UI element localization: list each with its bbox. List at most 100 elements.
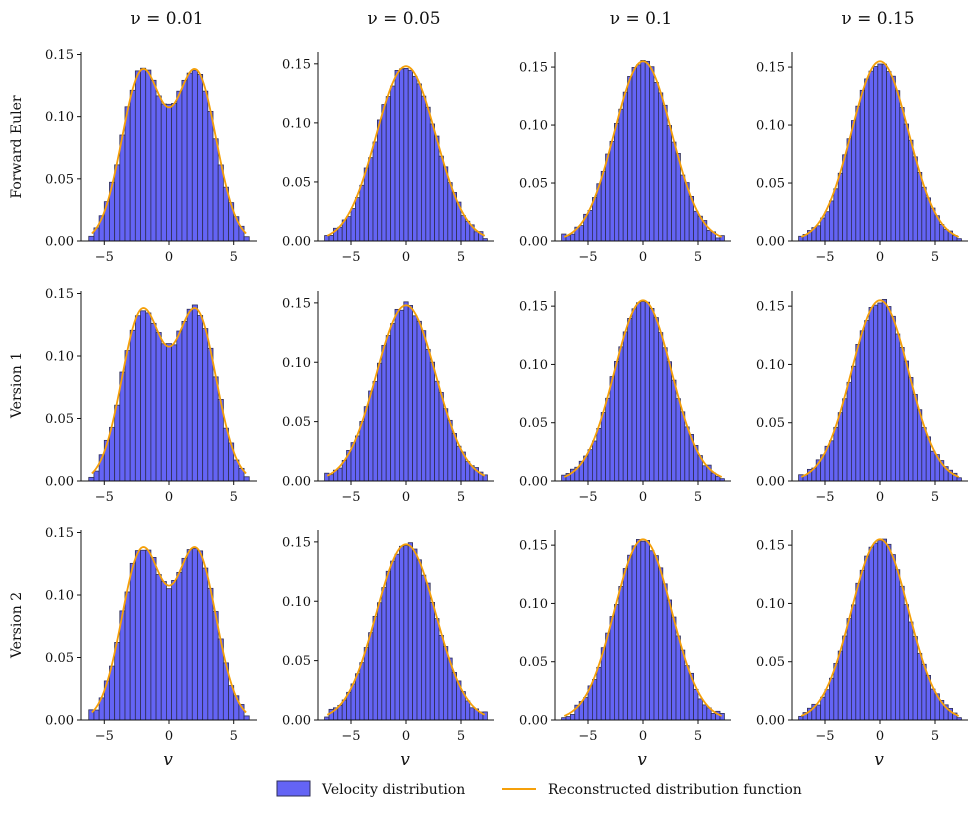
y-tick-label-r2-c1-3: 0.15 xyxy=(282,535,311,550)
hist-bar-r1-c1-29 xyxy=(451,433,458,482)
y-tick-label-r2-c3-1: 0.05 xyxy=(756,655,785,670)
hist-bar-r0-c3-28 xyxy=(921,186,927,242)
hist-bar-r0-c2-30 xyxy=(693,210,699,242)
y-tick-label-r1-c1-3: 0.15 xyxy=(282,296,311,311)
y-tick-label-r2-c2-0: 0.00 xyxy=(519,714,548,729)
hist-bar-r1-c3-30 xyxy=(930,450,936,482)
hist-bar-r2-c1-18 xyxy=(403,545,409,721)
x-tick-label-r1-c3-1: 0 xyxy=(876,490,884,505)
hist-bar-r0-c0-17 xyxy=(176,90,183,242)
y-tick-label-r2-c3-0: 0.00 xyxy=(756,714,785,729)
hist-bar-r0-c1-8 xyxy=(359,184,365,242)
panel-r0-c0: 0.00 0.05 0.10 0.15 −5 0 5 xyxy=(45,48,257,265)
hist-bar-r2-c1-16 xyxy=(394,553,400,721)
hist-bar-r0-c2-18 xyxy=(640,60,646,242)
y-tick-label-r0-c2-2: 0.10 xyxy=(519,119,548,134)
x-tick-label-r2-c2-1: 0 xyxy=(639,729,647,744)
hist-bar-r1-c1-16 xyxy=(394,308,400,482)
row-label-0: Forward Euler xyxy=(9,95,25,199)
hist-bar-r2-c0-16 xyxy=(171,580,178,721)
hist-bar-r2-c0-9 xyxy=(134,550,141,721)
hist-bar-r1-c2-10 xyxy=(605,397,611,482)
panels-group: 0.00 0.05 0.10 0.15 −5 0 5 0.00 0.05 0.10 0.15 −5 0 5… xyxy=(45,48,968,744)
hist-bar-r2-c2-1 xyxy=(565,716,571,721)
recon-line-r2-c2 xyxy=(563,538,723,717)
hist-bar-r1-c0-30 xyxy=(243,476,250,482)
hist-bar-r0-c1-26 xyxy=(438,155,444,242)
hist-bar-r1-c3-8 xyxy=(833,426,839,482)
hist-bar-r2-c3-9 xyxy=(837,650,844,721)
hist-bar-r0-c1-21 xyxy=(416,83,422,242)
hist-bar-r1-c1-18 xyxy=(403,301,409,482)
hist-bar-r2-c0-23 xyxy=(207,587,214,721)
recon-line-r0-c2 xyxy=(563,60,723,238)
hist-bar-r1-c0-7 xyxy=(124,350,131,482)
hist-bar-r2-c3-28 xyxy=(921,663,927,721)
hist-bar-r0-c2-23 xyxy=(662,104,668,242)
hist-bar-r1-c1-3 xyxy=(337,467,343,482)
hist-bar-r2-c1-13 xyxy=(381,587,387,721)
x-tick-label-r0-c2-1: 0 xyxy=(639,250,647,265)
hist-bar-r1-c2-28 xyxy=(684,426,690,482)
hist-bar-r2-c2-15 xyxy=(627,554,633,721)
hist-bar-r0-c1-23 xyxy=(425,106,431,242)
hist-bar-r1-c1-28 xyxy=(447,419,453,482)
hist-bar-r1-c0-8 xyxy=(129,329,136,482)
hist-bar-r2-c0-21 xyxy=(197,550,204,721)
hist-bar-r2-c2-27 xyxy=(680,649,686,721)
hist-bar-r0-c3-23 xyxy=(899,107,905,242)
hist-bar-r0-c1-7 xyxy=(354,197,361,242)
hist-bar-r0-c0-19 xyxy=(186,72,193,242)
hist-bar-r0-c3-10 xyxy=(842,154,848,242)
hist-bar-r0-c2-33 xyxy=(706,229,712,242)
recon-line-r0-c1 xyxy=(326,65,486,237)
x-tick-label-r1-c1-1: 0 xyxy=(402,490,410,505)
recon-line-r1-c0 xyxy=(91,307,247,475)
hist-bar-r2-c3-12 xyxy=(851,604,857,721)
hist-bar-r0-c0-23 xyxy=(207,110,214,242)
hist-bar-r2-c1-12 xyxy=(376,602,383,721)
hist-bar-r0-c2-6 xyxy=(587,210,593,242)
hist-bar-r1-c3-16 xyxy=(868,307,874,482)
recon-line-r1-c3 xyxy=(800,299,960,478)
hist-bar-r1-c2-15 xyxy=(627,318,633,482)
x-tick-label-r2-c2-0: −5 xyxy=(578,729,597,744)
hist-bar-r0-c2-27 xyxy=(680,174,686,242)
hist-bar-r0-c1-6 xyxy=(350,208,356,242)
hist-bar-r0-c3-33 xyxy=(943,229,949,242)
hist-bar-r1-c2-13 xyxy=(618,346,624,482)
hist-bar-r0-c2-16 xyxy=(631,67,637,242)
hist-bar-r1-c3-19 xyxy=(881,299,888,482)
hist-bar-r0-c2-4 xyxy=(578,225,585,242)
y-tick-label-r2-c1-1: 0.05 xyxy=(282,654,311,669)
panel-r1-c2: 0.00 0.05 0.10 0.15 −5 0 5 xyxy=(519,291,731,505)
hist-bar-r1-c1-7 xyxy=(354,435,361,482)
x-tick-label-r2-c1-0: −5 xyxy=(341,729,360,744)
hist-bar-r0-c2-22 xyxy=(658,92,664,242)
x-axis-label-3: v xyxy=(874,750,884,770)
hist-bar-r1-c1-13 xyxy=(381,344,387,482)
hist-bar-r1-c2-35 xyxy=(715,475,721,482)
panel-r2-c0: 0.00 0.05 0.10 0.15 −5 0 5 xyxy=(45,526,257,744)
hist-bar-r2-c1-20 xyxy=(412,548,418,721)
hist-bar-r1-c3-24 xyxy=(903,360,910,482)
panel-r1-c3: 0.00 0.05 0.10 0.15 −5 0 5 xyxy=(756,291,968,505)
hist-bar-r0-c2-2 xyxy=(570,233,576,242)
hist-bar-r0-c3-7 xyxy=(829,200,835,242)
hist-bar-r0-c2-20 xyxy=(649,66,655,242)
hist-bar-r1-c2-26 xyxy=(675,398,681,482)
x-tick-label-r1-c0-0: −5 xyxy=(95,490,114,505)
hist-bar-r0-c1-15 xyxy=(390,85,396,242)
hist-bar-r1-c3-18 xyxy=(877,302,883,482)
hist-bar-r2-c3-30 xyxy=(930,688,936,721)
panel-r1-c1: 0.00 0.05 0.10 0.15 −5 0 5 xyxy=(282,291,494,505)
hist-bar-r1-c1-24 xyxy=(429,361,436,482)
hist-bar-r0-c3-16 xyxy=(868,70,874,242)
hist-bar-r0-c2-10 xyxy=(605,153,611,242)
hist-bar-r1-c2-32 xyxy=(702,465,708,482)
recon-line-r0-c3 xyxy=(800,60,960,238)
hist-bar-r2-c2-34 xyxy=(710,713,717,721)
hist-bar-r0-c0-6 xyxy=(119,134,126,242)
hist-bar-r0-c1-34 xyxy=(473,231,480,242)
hist-bar-r0-c3-13 xyxy=(855,105,861,242)
